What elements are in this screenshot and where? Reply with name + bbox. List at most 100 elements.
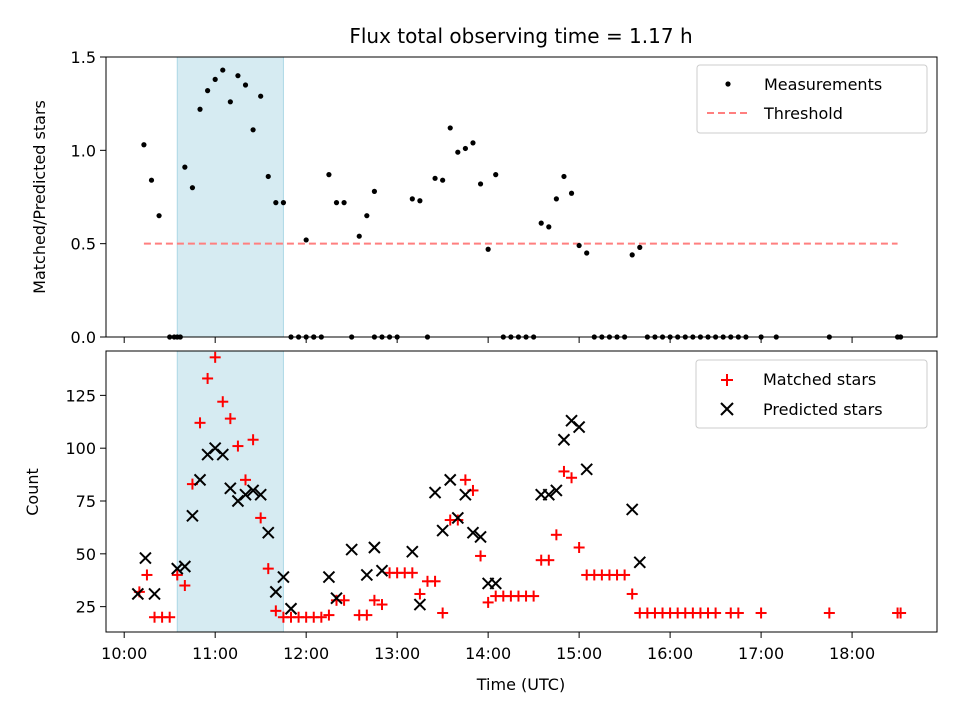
matched-point [194,417,206,429]
matched-point [164,611,176,623]
matched-point [573,541,585,553]
measurement-point [447,125,453,131]
matched-point [823,607,835,619]
matched-point [414,588,426,600]
predicted-point [322,570,336,584]
predicted-point [557,433,571,446]
measurement-point [242,82,249,88]
measurement-point [156,213,162,219]
matched-point [459,474,471,486]
predicted-point [131,587,145,601]
measurement-point [576,242,582,249]
matched-point [368,594,380,606]
x-tick-label: 15:00 [556,644,602,663]
predicted-point [171,562,184,575]
predicted-point [345,543,358,556]
measurement-point [485,246,491,252]
plot-frame-top [105,56,938,338]
matched-point [732,607,744,619]
predicted-point [262,526,275,539]
measurement-point [356,233,362,239]
y-axis-label-bottom: Count [23,468,42,516]
measurement-point [182,164,188,170]
measurement-point [553,196,559,202]
matched-point [240,474,252,486]
predicted-point [436,524,449,537]
predicted-point [269,585,283,599]
legend-bottom: Matched stars Predicted stars [695,359,928,429]
predicted-point [254,488,267,501]
measurement-point [470,140,476,146]
measurement-point [477,181,484,187]
measurement-point [538,220,544,226]
matched-point [406,567,418,579]
measurement-point [371,188,378,194]
matched-point [566,472,578,484]
matched-point [323,609,335,621]
measurement-point [568,190,575,196]
predicted-point [186,509,199,523]
measurement-point [303,237,309,243]
matched-point [550,529,562,541]
measurement-point [189,185,196,191]
measurement-point [220,67,226,73]
measurement-point [273,200,279,206]
legend-bottom-box [695,359,928,429]
measurement-point [364,213,370,219]
predicted-point [572,420,586,434]
predicted-point [550,484,563,497]
highlight-span-top [176,56,284,338]
measurement-point [205,88,211,94]
measurement-point [440,177,446,183]
matched-point [543,554,555,566]
predicted-point [633,556,646,569]
predicted-point [466,526,480,539]
measurement-point [265,173,271,180]
legend-top: Measurements Threshold [696,64,928,134]
y-tick-label: 125 [65,386,96,405]
matched-point [437,607,449,619]
measurement-point [455,149,461,155]
matched-point [217,396,229,408]
y-tick-label: 75 [76,492,96,511]
predicted-point [178,560,192,573]
predicted-point [413,598,427,611]
legend-top-box [696,64,928,134]
y-axis-label-top: Matched/Predicted stars [30,100,49,294]
measurement-point [235,73,241,79]
matched-point [528,590,540,602]
measurement-point [326,172,332,178]
highlight-span-rect [176,350,284,633]
y-ticks-top: 0.0 0.5 1.0 1.5 [71,48,106,347]
x-tick-label: 13:00 [374,644,420,663]
measurement-point [432,175,438,181]
predicted-point [239,488,252,501]
matched-point [376,599,388,611]
measurement-point [250,127,256,133]
matched-point [755,607,767,619]
chart-title: Flux total observing time = 1.17 h [349,24,692,48]
measurement-point [341,200,347,206]
matched-point [452,514,464,526]
legend-predicted-label: Predicted stars [763,400,883,419]
matched-point [429,575,441,587]
predicted-point [375,564,389,577]
measurement-point [409,196,415,202]
predicted-point [224,482,237,495]
predicted-point [246,484,260,497]
x-tick-label: 14:00 [465,644,511,663]
predicted-point [444,473,457,487]
predicted-point [330,591,343,605]
matched-point [710,607,722,619]
measurement-point [333,200,340,206]
x-ticks-top [123,337,853,343]
y-tick-label: 0.0 [71,328,96,347]
x-tick-label: 16:00 [647,644,693,663]
y-tick-label: 100 [65,439,96,458]
legend-measurements-label: Measurements [764,75,882,94]
matched-point [262,563,274,575]
predicted-point [360,568,374,582]
measurement-point [629,252,635,258]
panel-top: Flux total observing time = 1.17 h Match… [30,24,938,347]
